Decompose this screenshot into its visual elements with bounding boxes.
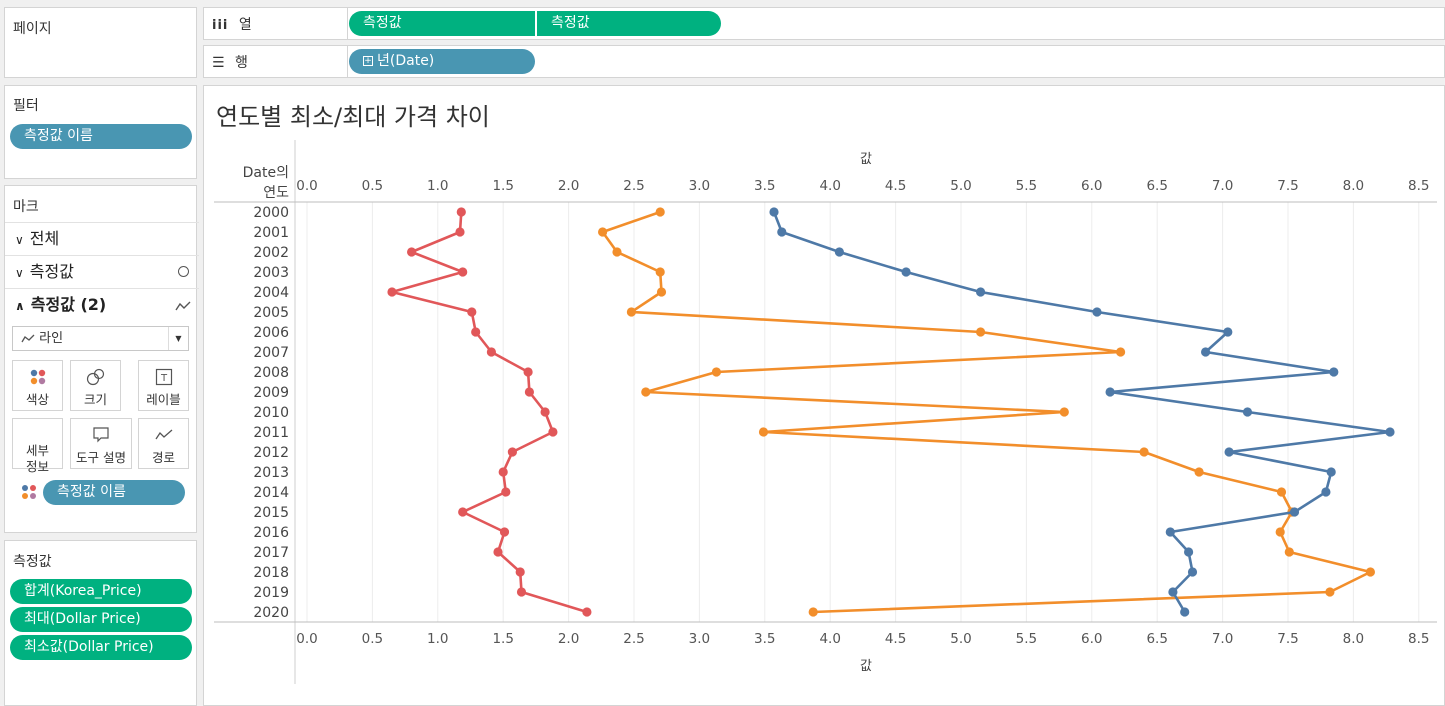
measure-values-panel: 측정값 합계(Korea_Price) 최대(Dollar Price) 최소값… <box>4 540 197 706</box>
svg-text:T: T <box>159 373 167 384</box>
view-panel <box>203 85 1445 706</box>
dropdown-arrow-icon: ▼ <box>168 327 188 350</box>
pages-panel[interactable]: 페이지 <box>4 7 197 78</box>
path-label: 경로 <box>151 450 175 465</box>
color-button[interactable]: 색상 <box>12 360 63 411</box>
label-icon: T <box>155 368 172 386</box>
size-label: 크기 <box>83 392 107 407</box>
measure-values-title: 측정값 <box>13 554 52 570</box>
tooltip-icon <box>93 427 109 443</box>
chart-title: 연도별 최소/최대 가격 차이 <box>216 103 490 131</box>
detail-label: 세부 정보 <box>25 443 49 474</box>
label-button[interactable]: T 레이블 <box>138 360 189 411</box>
filters-title: 필터 <box>13 98 39 114</box>
marks-section-measure-values[interactable]: ∨ 측정값 <box>5 255 199 288</box>
column-pill-measure-values-2[interactable]: 측정값 <box>537 11 721 36</box>
label-label: 레이블 <box>146 392 181 407</box>
color-icon <box>22 485 36 499</box>
filter-pill-measure-names[interactable]: 측정값 이름 <box>10 124 192 149</box>
size-icon <box>86 368 104 386</box>
marks-panel: 마크 ∨ 전체 ∨ 측정값 ∧ 측정값 (2) 라인 ▼ 색상 크기 T 레이블 세부… <box>4 185 199 533</box>
marks-section-all[interactable]: ∨ 전체 <box>5 222 199 255</box>
column-pill-measure-values-1[interactable]: 측정값 <box>349 11 535 36</box>
filters-panel[interactable]: 필터 측정값 이름 <box>4 85 197 179</box>
row-pill-label: 년(Date) <box>377 53 435 69</box>
marks-section-measure-values-2[interactable]: ∧ 측정값 (2) <box>5 288 199 321</box>
columns-shelf[interactable]: iii 열 측정값 측정값 <box>203 7 1445 40</box>
rows-icon: ☰ <box>212 55 225 71</box>
color-icon <box>30 369 45 385</box>
chevron-up-icon: ∧ <box>15 299 25 313</box>
columns-shelf-label: iii 열 <box>212 17 252 33</box>
measure-pill-min-dollar-price[interactable]: 최소값(Dollar Price) <box>10 635 192 660</box>
rows-shelf-label: ☰ 행 <box>212 55 248 71</box>
row-pill-year-date[interactable]: + 년(Date) <box>349 49 535 74</box>
detail-button[interactable]: 세부 정보 <box>12 418 63 474</box>
expand-icon[interactable]: + <box>363 56 373 66</box>
measure-pill-max-dollar-price[interactable]: 최대(Dollar Price) <box>10 607 192 632</box>
mark-type-label: 라인 <box>39 331 64 346</box>
chevron-down-icon: ∨ <box>15 233 24 247</box>
measure-pill-korea-price[interactable]: 합계(Korea_Price) <box>10 579 192 604</box>
line-icon <box>21 334 35 342</box>
path-icon <box>154 429 172 440</box>
line-icon <box>175 301 191 311</box>
marks-title: 마크 <box>13 199 39 215</box>
pages-title: 페이지 <box>13 21 52 37</box>
chevron-down-icon: ∨ <box>15 266 24 280</box>
size-button[interactable]: 크기 <box>70 360 121 411</box>
circle-icon <box>178 266 189 277</box>
mark-type-dropdown[interactable]: 라인 ▼ <box>12 326 189 351</box>
path-button[interactable]: 경로 <box>138 418 189 469</box>
columns-icon: iii <box>212 18 229 33</box>
tooltip-label: 도구 설명 <box>76 450 126 465</box>
tooltip-button[interactable]: 도구 설명 <box>70 418 132 469</box>
color-pill-measure-names[interactable]: 측정값 이름 <box>43 480 185 505</box>
color-label: 색상 <box>25 392 49 407</box>
rows-shelf[interactable]: ☰ 행 + 년(Date) <box>203 45 1445 78</box>
